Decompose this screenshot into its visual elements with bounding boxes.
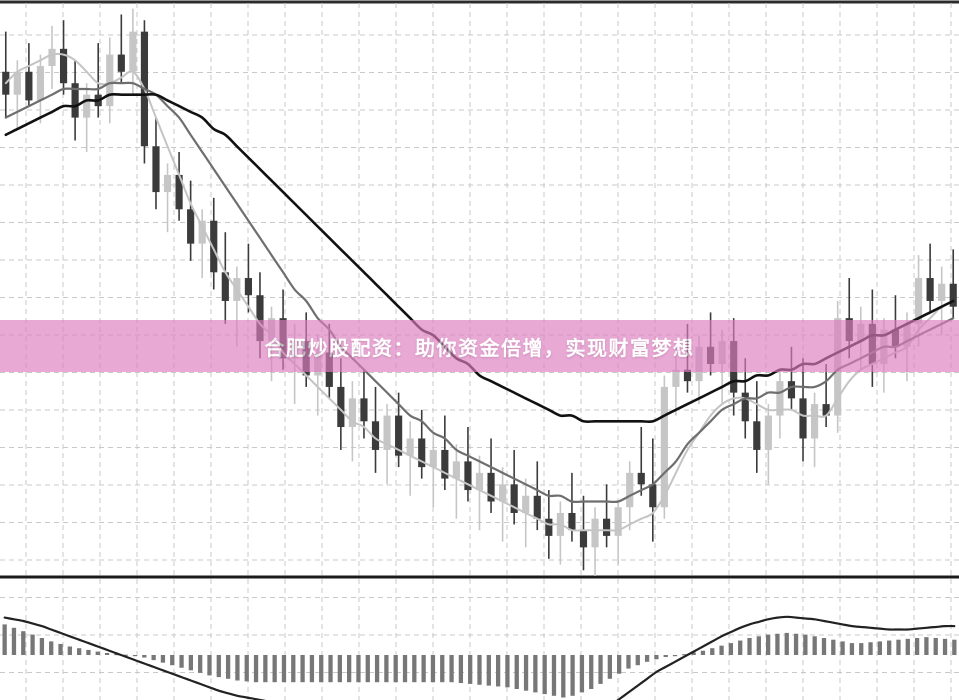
- promo-banner-title: 合肥炒股配资：助你资金倍增，实现财富梦想: [264, 337, 695, 360]
- promo-banner: 合肥炒股配资：助你资金倍增，实现财富梦想: [0, 320, 959, 372]
